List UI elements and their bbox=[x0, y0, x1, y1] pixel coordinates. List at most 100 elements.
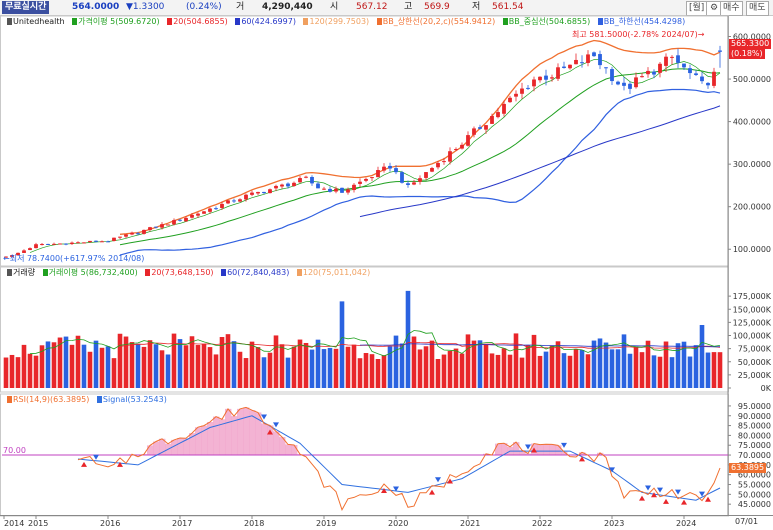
candle-body[interactable] bbox=[562, 66, 566, 69]
volume-bar[interactable] bbox=[195, 345, 201, 388]
legend-ma60[interactable]: 60(424.6997) bbox=[241, 17, 296, 26]
volume-bar[interactable] bbox=[687, 356, 693, 388]
volume-bar[interactable] bbox=[465, 334, 471, 388]
candle-body[interactable] bbox=[160, 224, 164, 228]
volume-bar[interactable] bbox=[201, 343, 207, 388]
candle-body[interactable] bbox=[616, 81, 620, 85]
candle-body[interactable] bbox=[34, 244, 38, 249]
buy-button[interactable]: 매수 bbox=[720, 1, 743, 16]
candle-body[interactable] bbox=[322, 188, 326, 190]
candle-body[interactable] bbox=[358, 181, 362, 184]
candle-body[interactable] bbox=[172, 220, 176, 225]
volume-bar[interactable] bbox=[243, 358, 249, 388]
volume-bar[interactable] bbox=[237, 351, 243, 388]
candle-body[interactable] bbox=[250, 192, 254, 195]
candle-body[interactable] bbox=[478, 127, 482, 129]
volume-bar[interactable] bbox=[309, 349, 315, 388]
candle-body[interactable] bbox=[394, 168, 398, 173]
candle-body[interactable] bbox=[472, 128, 476, 135]
candle-body[interactable] bbox=[112, 237, 116, 241]
volume-bar[interactable] bbox=[567, 355, 573, 388]
candle-body[interactable] bbox=[58, 243, 62, 245]
volume-bar[interactable] bbox=[261, 357, 267, 388]
candle-body[interactable] bbox=[70, 242, 74, 244]
volume-bar[interactable] bbox=[255, 347, 261, 388]
candle-body[interactable] bbox=[622, 82, 626, 86]
volume-bar[interactable] bbox=[315, 339, 321, 388]
candle-body[interactable] bbox=[202, 211, 206, 214]
volume-bar[interactable] bbox=[9, 354, 15, 388]
volume-bar[interactable] bbox=[675, 343, 681, 388]
candle-body[interactable] bbox=[286, 183, 290, 187]
candle-body[interactable] bbox=[178, 219, 182, 221]
volume-bar[interactable] bbox=[417, 349, 423, 388]
volume-bar[interactable] bbox=[177, 339, 183, 388]
volume-bar[interactable] bbox=[3, 357, 9, 388]
candle-body[interactable] bbox=[340, 187, 344, 193]
volume-bar[interactable] bbox=[51, 342, 57, 388]
volume-bar[interactable] bbox=[489, 353, 495, 388]
volume-bar[interactable] bbox=[153, 344, 159, 388]
volume-bar[interactable] bbox=[501, 348, 507, 388]
candle-body[interactable] bbox=[430, 168, 434, 172]
volume-bar[interactable] bbox=[27, 353, 33, 388]
volume-bar[interactable] bbox=[219, 337, 225, 388]
candle-body[interactable] bbox=[130, 232, 134, 235]
legend-vol-ma20[interactable]: 20(73,648,150) bbox=[151, 268, 214, 277]
volume-bar[interactable] bbox=[519, 357, 525, 388]
candle-body[interactable] bbox=[664, 56, 668, 66]
candle-body[interactable] bbox=[124, 234, 128, 237]
candle-body[interactable] bbox=[460, 144, 464, 149]
candle-body[interactable] bbox=[520, 88, 524, 94]
volume-bar[interactable] bbox=[279, 344, 285, 388]
candle-body[interactable] bbox=[526, 87, 530, 89]
candle-body[interactable] bbox=[184, 217, 188, 222]
volume-bar[interactable] bbox=[507, 354, 513, 388]
volume-bar[interactable] bbox=[513, 333, 519, 388]
volume-bar[interactable] bbox=[345, 346, 351, 388]
candle-body[interactable] bbox=[232, 200, 236, 202]
candle-body[interactable] bbox=[88, 240, 92, 243]
volume-bar[interactable] bbox=[633, 347, 639, 388]
candle-body[interactable] bbox=[220, 203, 224, 208]
volume-bar[interactable] bbox=[189, 336, 195, 388]
volume-bar[interactable] bbox=[141, 346, 147, 388]
candle-body[interactable] bbox=[256, 191, 260, 194]
candle-body[interactable] bbox=[16, 252, 20, 256]
volume-bar[interactable] bbox=[273, 335, 279, 388]
candle-body[interactable] bbox=[328, 188, 332, 192]
volume-bar[interactable] bbox=[471, 340, 477, 388]
candle-body[interactable] bbox=[442, 161, 446, 163]
volume-bar[interactable] bbox=[321, 349, 327, 388]
candle-body[interactable] bbox=[568, 64, 572, 69]
volume-bar[interactable] bbox=[645, 340, 651, 388]
volume-bar[interactable] bbox=[69, 344, 75, 388]
volume-bar[interactable] bbox=[657, 356, 663, 388]
candle-body[interactable] bbox=[22, 250, 26, 253]
volume-bar[interactable] bbox=[393, 335, 399, 388]
volume-bar[interactable] bbox=[123, 336, 129, 388]
candle-body[interactable] bbox=[592, 52, 596, 57]
volume-bar[interactable] bbox=[495, 354, 501, 388]
volume-bar[interactable] bbox=[537, 355, 543, 388]
candle-body[interactable] bbox=[46, 243, 50, 245]
candle-body[interactable] bbox=[226, 200, 230, 204]
candle-body[interactable] bbox=[652, 71, 656, 75]
volume-bar[interactable] bbox=[477, 340, 483, 388]
candle-body[interactable] bbox=[580, 62, 584, 64]
legend-signal[interactable]: Signal(53.2543) bbox=[102, 395, 167, 404]
volume-bar[interactable] bbox=[627, 353, 633, 388]
volume-bar[interactable] bbox=[585, 354, 591, 388]
volume-bar[interactable] bbox=[705, 352, 711, 388]
candle-body[interactable] bbox=[610, 69, 614, 82]
volume-bar[interactable] bbox=[609, 349, 615, 388]
legend-ma120[interactable]: 120(299.7503) bbox=[309, 17, 370, 26]
candle-body[interactable] bbox=[508, 97, 512, 103]
volume-bar[interactable] bbox=[435, 359, 441, 388]
candle-body[interactable] bbox=[466, 135, 470, 146]
candle-body[interactable] bbox=[706, 82, 710, 86]
volume-bar[interactable] bbox=[681, 341, 687, 388]
volume-bar[interactable] bbox=[579, 349, 585, 388]
candle-body[interactable] bbox=[556, 67, 560, 79]
